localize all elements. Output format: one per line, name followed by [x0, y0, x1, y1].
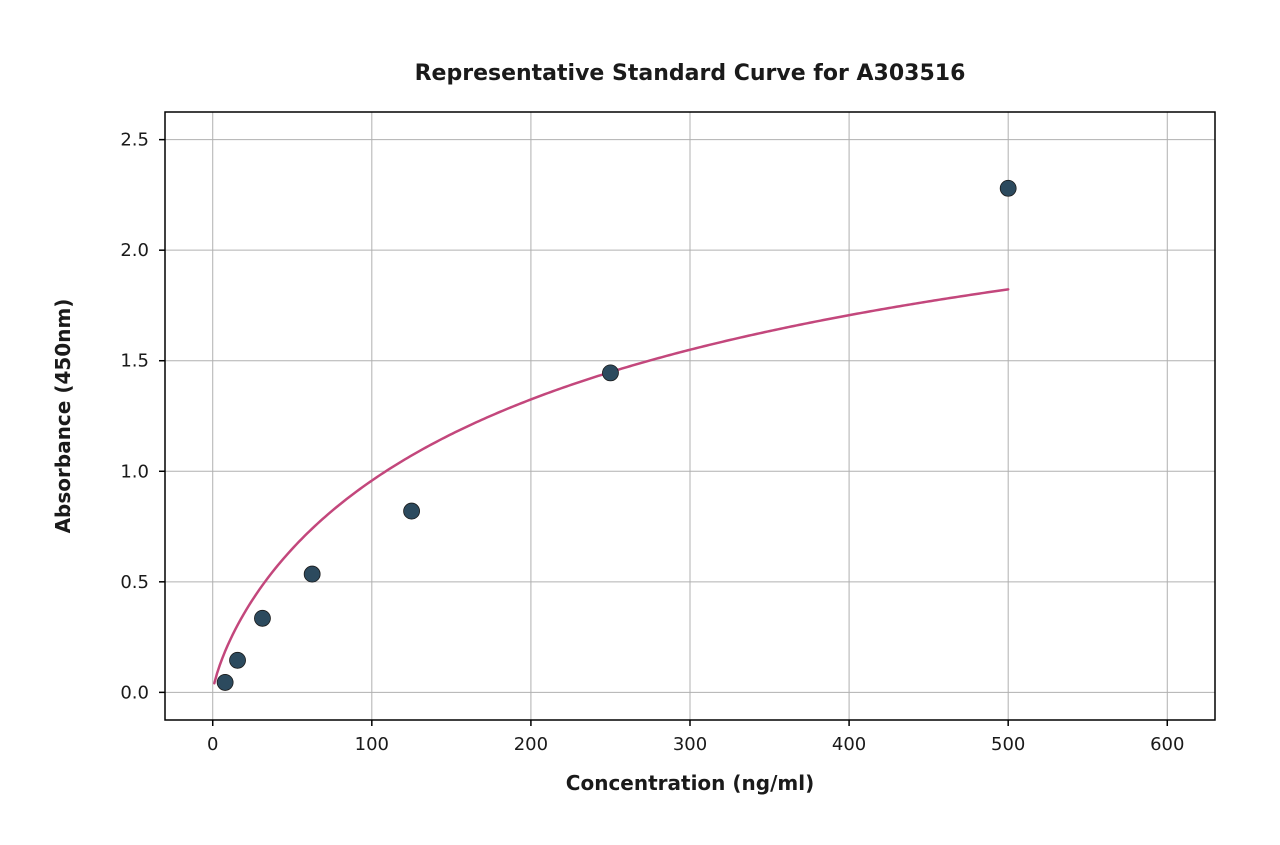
chart-container: 0 100 200 300 400 500 600 0.0 0.5 1.0 1.5 2.0 2.5 Con… — [0, 0, 1280, 845]
data-point — [217, 674, 233, 690]
y-axis-label: Absorbance (450nm) — [51, 299, 75, 534]
svg-text:2.0: 2.0 — [120, 240, 149, 261]
svg-text:600: 600 — [1150, 734, 1184, 755]
x-axis-label: Concentration (ng/ml) — [566, 771, 814, 795]
svg-text:2.5: 2.5 — [120, 130, 149, 151]
data-point — [254, 610, 270, 626]
svg-text:100: 100 — [355, 734, 389, 755]
standard-curve-chart: 0 100 200 300 400 500 600 0.0 0.5 1.0 1.5 2.0 2.5 Con… — [0, 0, 1280, 845]
data-point — [602, 365, 618, 381]
svg-text:300: 300 — [673, 734, 707, 755]
svg-text:200: 200 — [514, 734, 548, 755]
chart-title: Representative Standard Curve for A30351… — [415, 61, 966, 86]
data-point — [1000, 180, 1016, 196]
svg-text:0: 0 — [207, 734, 218, 755]
data-point — [404, 503, 420, 519]
svg-text:400: 400 — [832, 734, 866, 755]
data-point — [304, 566, 320, 582]
svg-text:500: 500 — [991, 734, 1025, 755]
svg-text:1.0: 1.0 — [120, 461, 149, 482]
svg-text:0.5: 0.5 — [120, 572, 149, 593]
data-point — [230, 652, 246, 668]
svg-text:1.5: 1.5 — [120, 351, 149, 372]
svg-text:0.0: 0.0 — [120, 682, 149, 703]
